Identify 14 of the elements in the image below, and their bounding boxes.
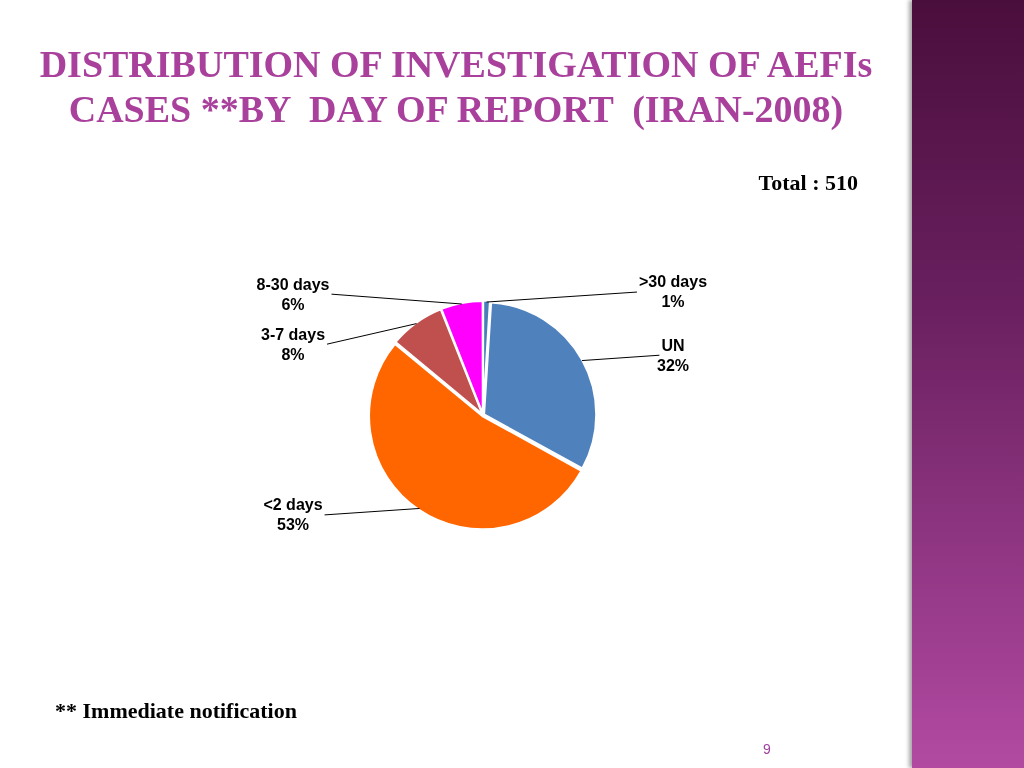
slice-label: >30 days (638, 273, 708, 291)
chart-title: DISTRIBUTION OF INVESTIGATION OF AEFIs CASES **BY DAY OF REPORT (IRAN-2008) (38, 42, 874, 132)
data-label: 6% (281, 295, 305, 313)
text: ** Immediate notification (55, 698, 297, 724)
data-label: 32% (656, 356, 690, 374)
text: 9 (763, 741, 771, 757)
slice-label: UN (661, 336, 685, 354)
slice-label: 3-7 days (260, 325, 326, 343)
slice-label: <2 days (263, 496, 323, 514)
text: Total : 510 (758, 170, 858, 196)
data-label: 8% (281, 345, 305, 363)
data-label: 1% (661, 293, 685, 311)
slice-label: 8-30 days (256, 275, 330, 293)
data-label: 53% (276, 516, 310, 534)
